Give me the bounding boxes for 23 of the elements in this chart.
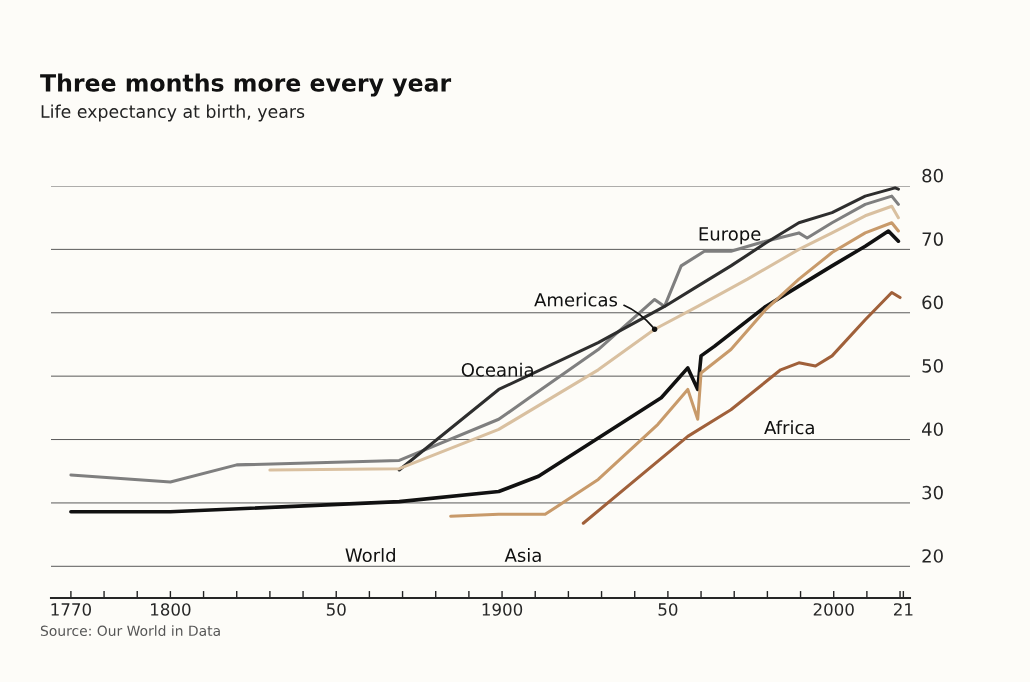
y-tick-label: 30 [922,485,943,500]
y-tick-label: 50 [922,359,943,373]
x-tick-label: 1800 [151,603,191,616]
x-tick-label: 2000 [813,603,854,616]
series-label: Africa [764,420,814,435]
y-tick-label: 60 [922,295,943,310]
x-tick-label: 1770 [51,603,91,616]
y-tick-label: 20 [922,549,943,563]
text: World [345,548,395,563]
x-tick-label: 50 [326,603,346,616]
series-label: Asia [504,548,541,563]
source-note: Source: Our World in Data [40,625,220,637]
x-tick-label: 21 [893,603,913,616]
y-tick-label: 70 [922,232,943,246]
chart-title: Three months more every year [40,73,452,97]
text: Americas [534,292,618,307]
y-tick-label: 40 [921,422,943,437]
chart-subtitle: Life expectancy at birth, years [41,104,305,122]
series-label: Europe [699,227,761,245]
y-tick-label: 80 [922,168,943,183]
x-tick-label: 50 [658,603,678,616]
series-label: Oceania [461,362,533,377]
x-tick-label: 1900 [482,603,523,616]
